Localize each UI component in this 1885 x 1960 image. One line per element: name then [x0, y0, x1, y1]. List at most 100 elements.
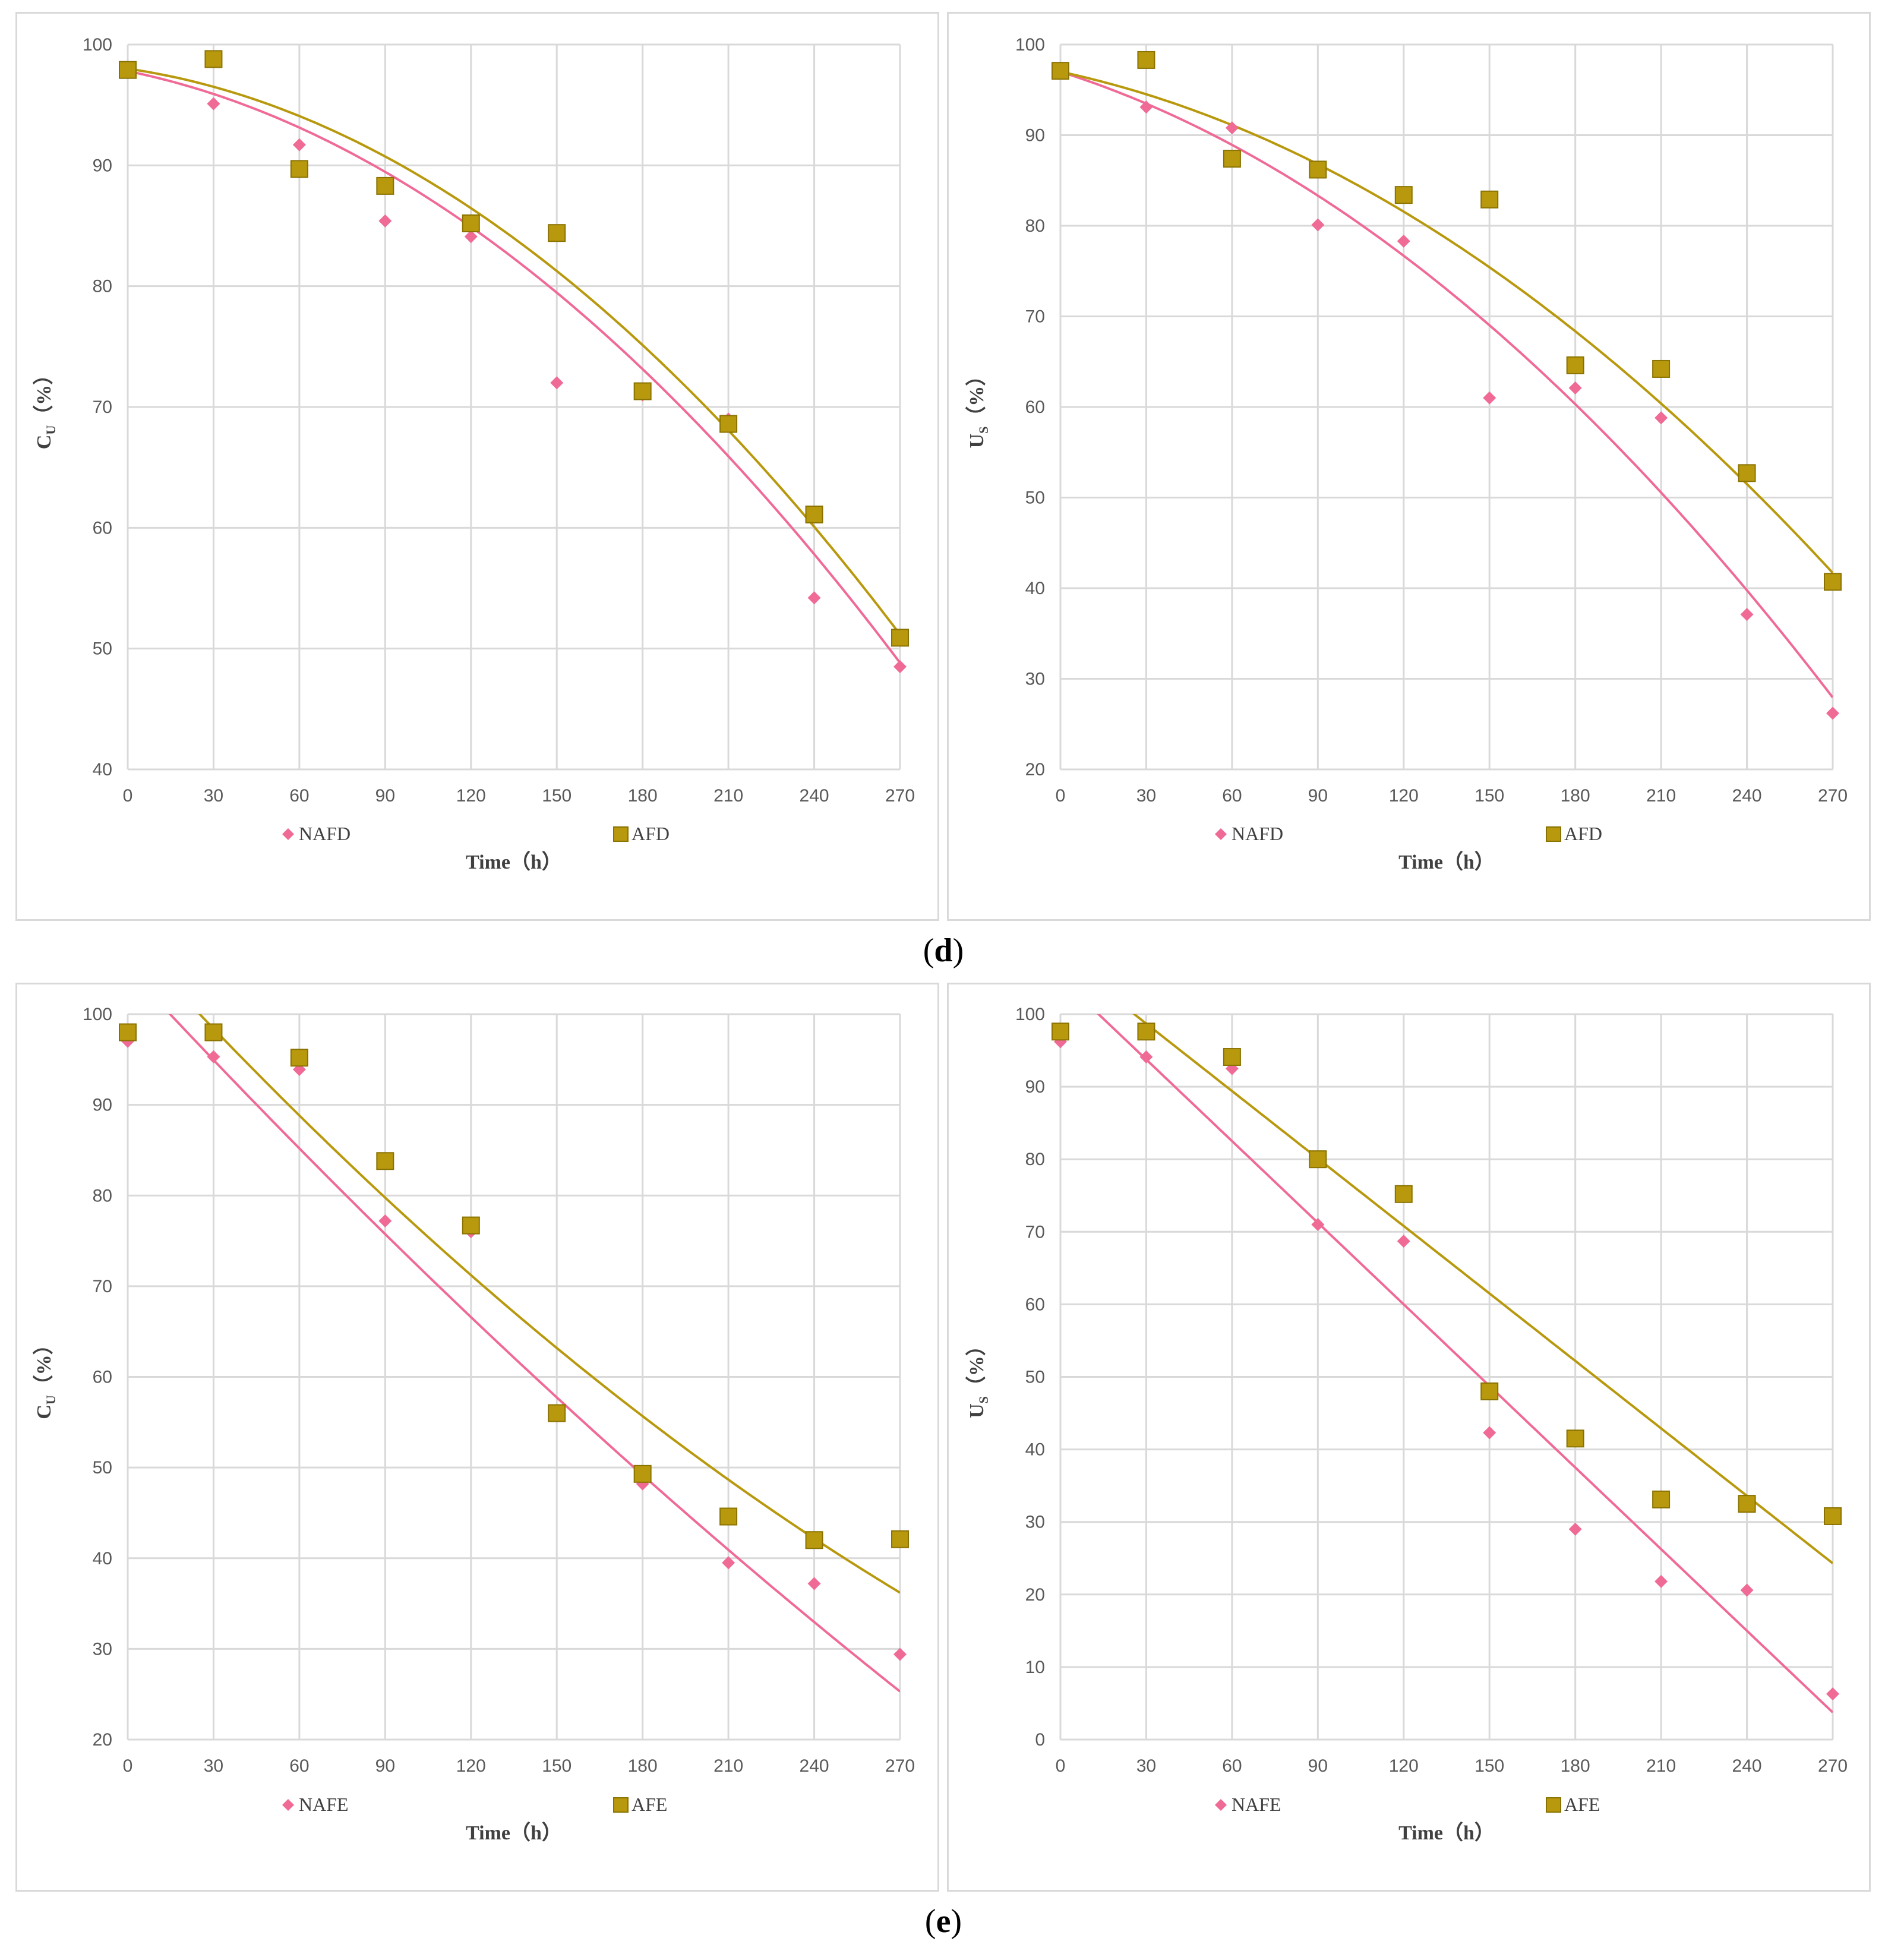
y-tick-label: 50: [93, 1458, 112, 1478]
x-tick-label: 150: [542, 1756, 572, 1776]
x-tick-label: 30: [204, 1756, 223, 1776]
y-tick-label: 80: [93, 1186, 112, 1205]
y-tick-label: 40: [1025, 579, 1045, 598]
y-tick-label: 60: [1025, 397, 1045, 417]
point-afe: [633, 1465, 652, 1483]
point-nafd: [207, 97, 220, 111]
point-nafd: [1483, 391, 1496, 405]
chart-e-right: 0 10 20 30 40 50 60 70 80 90 100 0 30 60 90 120 150 180 21…: [965, 1005, 1848, 1844]
x-tick-label: 210: [713, 1756, 743, 1776]
point-nafd: [1397, 234, 1410, 248]
y-axis-title-subscript: U: [43, 1395, 58, 1404]
y-tick-label: 50: [93, 639, 112, 659]
legend-marker-square: [1546, 826, 1561, 842]
legend-label: NAFD: [299, 823, 351, 844]
y-axis-title-unit: （%）: [965, 366, 988, 427]
panel-label-e: (e): [924, 1903, 962, 1940]
y-tick-label: 20: [1025, 1585, 1045, 1605]
point-nafe: [1139, 1050, 1153, 1064]
y-tick-label: 100: [1015, 1005, 1045, 1024]
point-afe: [462, 1216, 480, 1235]
x-tick-label: 90: [1308, 1756, 1328, 1776]
point-nafe: [1568, 1522, 1582, 1536]
point-afd: [462, 214, 480, 232]
y-axis-title-main: C: [33, 1404, 55, 1419]
point-nafd: [378, 214, 392, 228]
point-nafe: [893, 1647, 907, 1661]
x-tick-label: 210: [1646, 786, 1676, 806]
point-afe: [1824, 1507, 1842, 1525]
point-nafd: [1654, 411, 1668, 425]
point-afd: [891, 629, 909, 647]
point-nafe: [807, 1577, 821, 1590]
chart-d-left: 40 50 60 70 80 90 100 0 30 60 90 120 150 180 210 240 270…: [32, 35, 915, 873]
y-tick-label: 70: [93, 397, 112, 417]
chart-d-right: 20 30 40 50 60 70 80 90 100 0 30 60 90 120 150 180 210 24…: [965, 35, 1848, 873]
point-afd: [1052, 62, 1069, 80]
x-tick-label: 120: [456, 1756, 486, 1776]
point-nafe: [1483, 1426, 1496, 1440]
y-tick-label: 30: [93, 1639, 112, 1659]
y-tick-label: 60: [93, 518, 112, 538]
y-tick-label: 90: [1025, 1077, 1045, 1097]
legend-label: NAFE: [299, 1794, 349, 1815]
legend-marker-diamond: [282, 828, 294, 840]
point-afd: [1309, 160, 1327, 179]
y-axis-title-main: U: [966, 434, 988, 449]
y-tick-label: 40: [1025, 1440, 1045, 1460]
legend-label: AFD: [632, 823, 670, 844]
x-tick-label: 0: [1056, 786, 1066, 806]
point-afe: [204, 1023, 223, 1041]
x-axis-title: Time（h）: [1398, 850, 1495, 873]
point-afd: [1738, 464, 1756, 482]
trendline-afe: [1132, 1014, 1833, 1564]
point-afd: [1223, 150, 1241, 168]
legend-marker-diamond: [1215, 828, 1227, 840]
x-tick-label: 210: [1646, 1756, 1676, 1776]
point-nafd: [1826, 706, 1839, 720]
x-tick-label: 210: [713, 786, 743, 806]
point-nafd: [807, 591, 821, 605]
x-tick-label: 270: [885, 1756, 915, 1776]
legend-marker-square: [1546, 1797, 1561, 1813]
y-tick-label: 0: [1035, 1730, 1045, 1750]
y-axis-title-unit: （%）: [965, 1336, 988, 1396]
x-tick-label: 30: [1136, 786, 1156, 806]
x-tick-label: 240: [1732, 786, 1762, 806]
point-afd: [1137, 51, 1155, 69]
point-afd: [1824, 573, 1842, 591]
x-tick-label: 0: [1056, 1756, 1066, 1776]
y-tick-label: 40: [93, 760, 112, 779]
point-afe: [119, 1023, 137, 1041]
y-axis-title-main: C: [33, 435, 55, 450]
y-axis-title-main: U: [966, 1403, 988, 1418]
point-afe: [1566, 1429, 1584, 1448]
chart-e-left: 20 30 40 50 60 70 80 90 100 0 30 60 90 120 150 180 210 24…: [32, 1005, 915, 1844]
point-nafe: [1654, 1574, 1668, 1588]
y-tick-label: 20: [1025, 760, 1045, 779]
x-tick-label: 90: [1308, 786, 1328, 806]
point-nafd: [1225, 121, 1239, 135]
point-afe: [1223, 1048, 1241, 1066]
x-tick-label: 180: [628, 786, 658, 806]
point-nafd: [292, 138, 306, 152]
x-tick-label: 150: [542, 786, 572, 806]
x-tick-label: 60: [1222, 1756, 1242, 1776]
point-nafe: [1826, 1687, 1839, 1701]
x-axis-title: Time（h）: [466, 850, 562, 873]
point-afd: [1566, 356, 1584, 374]
y-tick-label: 20: [93, 1730, 112, 1750]
x-tick-label: 150: [1474, 1756, 1504, 1776]
legend-marker-diamond: [1215, 1799, 1227, 1811]
trendline-nafd: [128, 70, 900, 664]
x-tick-label: 270: [1818, 786, 1848, 806]
point-nafd: [1568, 381, 1582, 394]
y-tick-label: 50: [1025, 488, 1045, 508]
x-tick-label: 90: [375, 786, 395, 806]
trendline-afd: [128, 67, 900, 636]
x-tick-label: 30: [1136, 1756, 1156, 1776]
x-tick-label: 240: [800, 1756, 829, 1776]
legend-label: AFE: [632, 1794, 667, 1815]
y-tick-label: 90: [93, 1096, 112, 1115]
point-afe: [805, 1531, 823, 1549]
